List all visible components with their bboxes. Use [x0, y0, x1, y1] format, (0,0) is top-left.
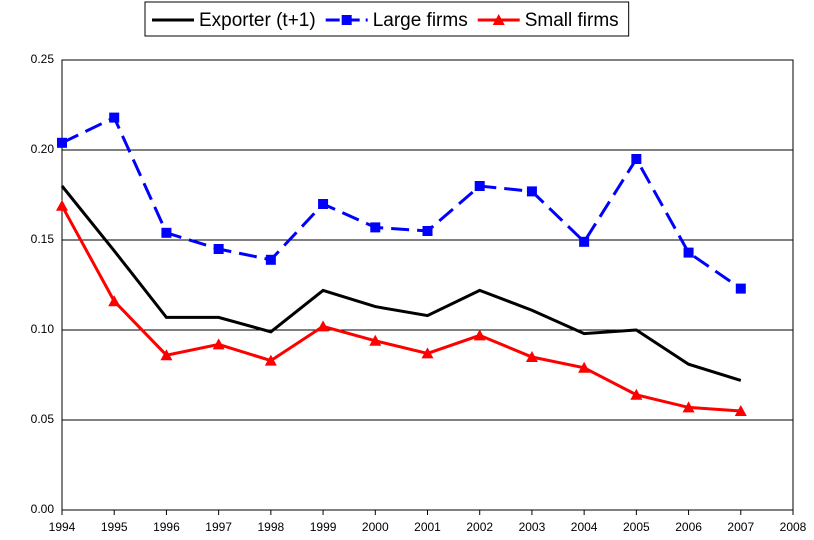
marker — [422, 226, 433, 236]
legend-label: Exporter (t+1) — [199, 10, 316, 31]
marker — [265, 254, 276, 265]
x-tick-label: 2003 — [519, 520, 546, 534]
y-tick-label: 0.10 — [31, 322, 55, 336]
marker — [108, 295, 121, 307]
legend-marker — [492, 14, 505, 25]
x-tick-label: 2002 — [466, 520, 493, 534]
series-line — [61, 115, 742, 290]
series-line — [60, 185, 742, 382]
y-tick-label: 0.25 — [31, 52, 55, 66]
marker — [57, 137, 67, 148]
x-tick-label: 1996 — [153, 520, 180, 534]
legend-box — [144, 1, 630, 37]
marker — [683, 247, 694, 258]
x-tick-label: 2007 — [727, 520, 754, 534]
x-tick-label: 2001 — [414, 520, 441, 534]
marker — [579, 236, 590, 247]
x-tick-label: 2000 — [362, 520, 389, 534]
marker — [474, 181, 485, 191]
legend-marker — [341, 15, 352, 25]
marker — [631, 154, 642, 164]
marker — [318, 199, 329, 209]
x-tick-label: 1995 — [101, 520, 128, 534]
marker — [682, 401, 695, 413]
marker — [369, 334, 382, 346]
x-tick-label: 1999 — [310, 520, 337, 534]
marker — [161, 227, 172, 238]
marker — [160, 349, 173, 361]
legend-label: Small firms — [525, 10, 619, 31]
x-tick-label: 2008 — [780, 520, 807, 534]
y-tick-label: 0.05 — [31, 412, 55, 426]
marker — [735, 283, 746, 294]
marker — [473, 329, 486, 341]
marker — [264, 354, 277, 366]
y-tick-label: 0.20 — [31, 142, 55, 156]
marker — [317, 320, 330, 332]
y-tick-label: 0.00 — [31, 502, 55, 516]
marker — [212, 338, 225, 350]
x-tick-label: 2004 — [571, 520, 598, 534]
x-tick-label: 2006 — [675, 520, 702, 534]
marker — [213, 244, 224, 254]
marker — [421, 347, 434, 359]
marker — [56, 199, 68, 211]
y-tick-label: 0.15 — [31, 232, 55, 246]
marker — [370, 222, 381, 233]
series-line — [60, 205, 741, 413]
marker — [734, 405, 747, 416]
marker — [578, 361, 591, 373]
marker — [525, 351, 538, 362]
marker — [630, 388, 643, 400]
marker — [526, 186, 537, 197]
x-tick-label: 1994 — [49, 520, 76, 534]
x-tick-label: 2005 — [623, 520, 650, 534]
plot-area — [61, 59, 794, 511]
marker — [109, 112, 120, 123]
x-tick-label: 1997 — [205, 520, 232, 534]
x-tick-label: 1998 — [258, 520, 285, 534]
legend-label: Large firms — [373, 10, 468, 31]
